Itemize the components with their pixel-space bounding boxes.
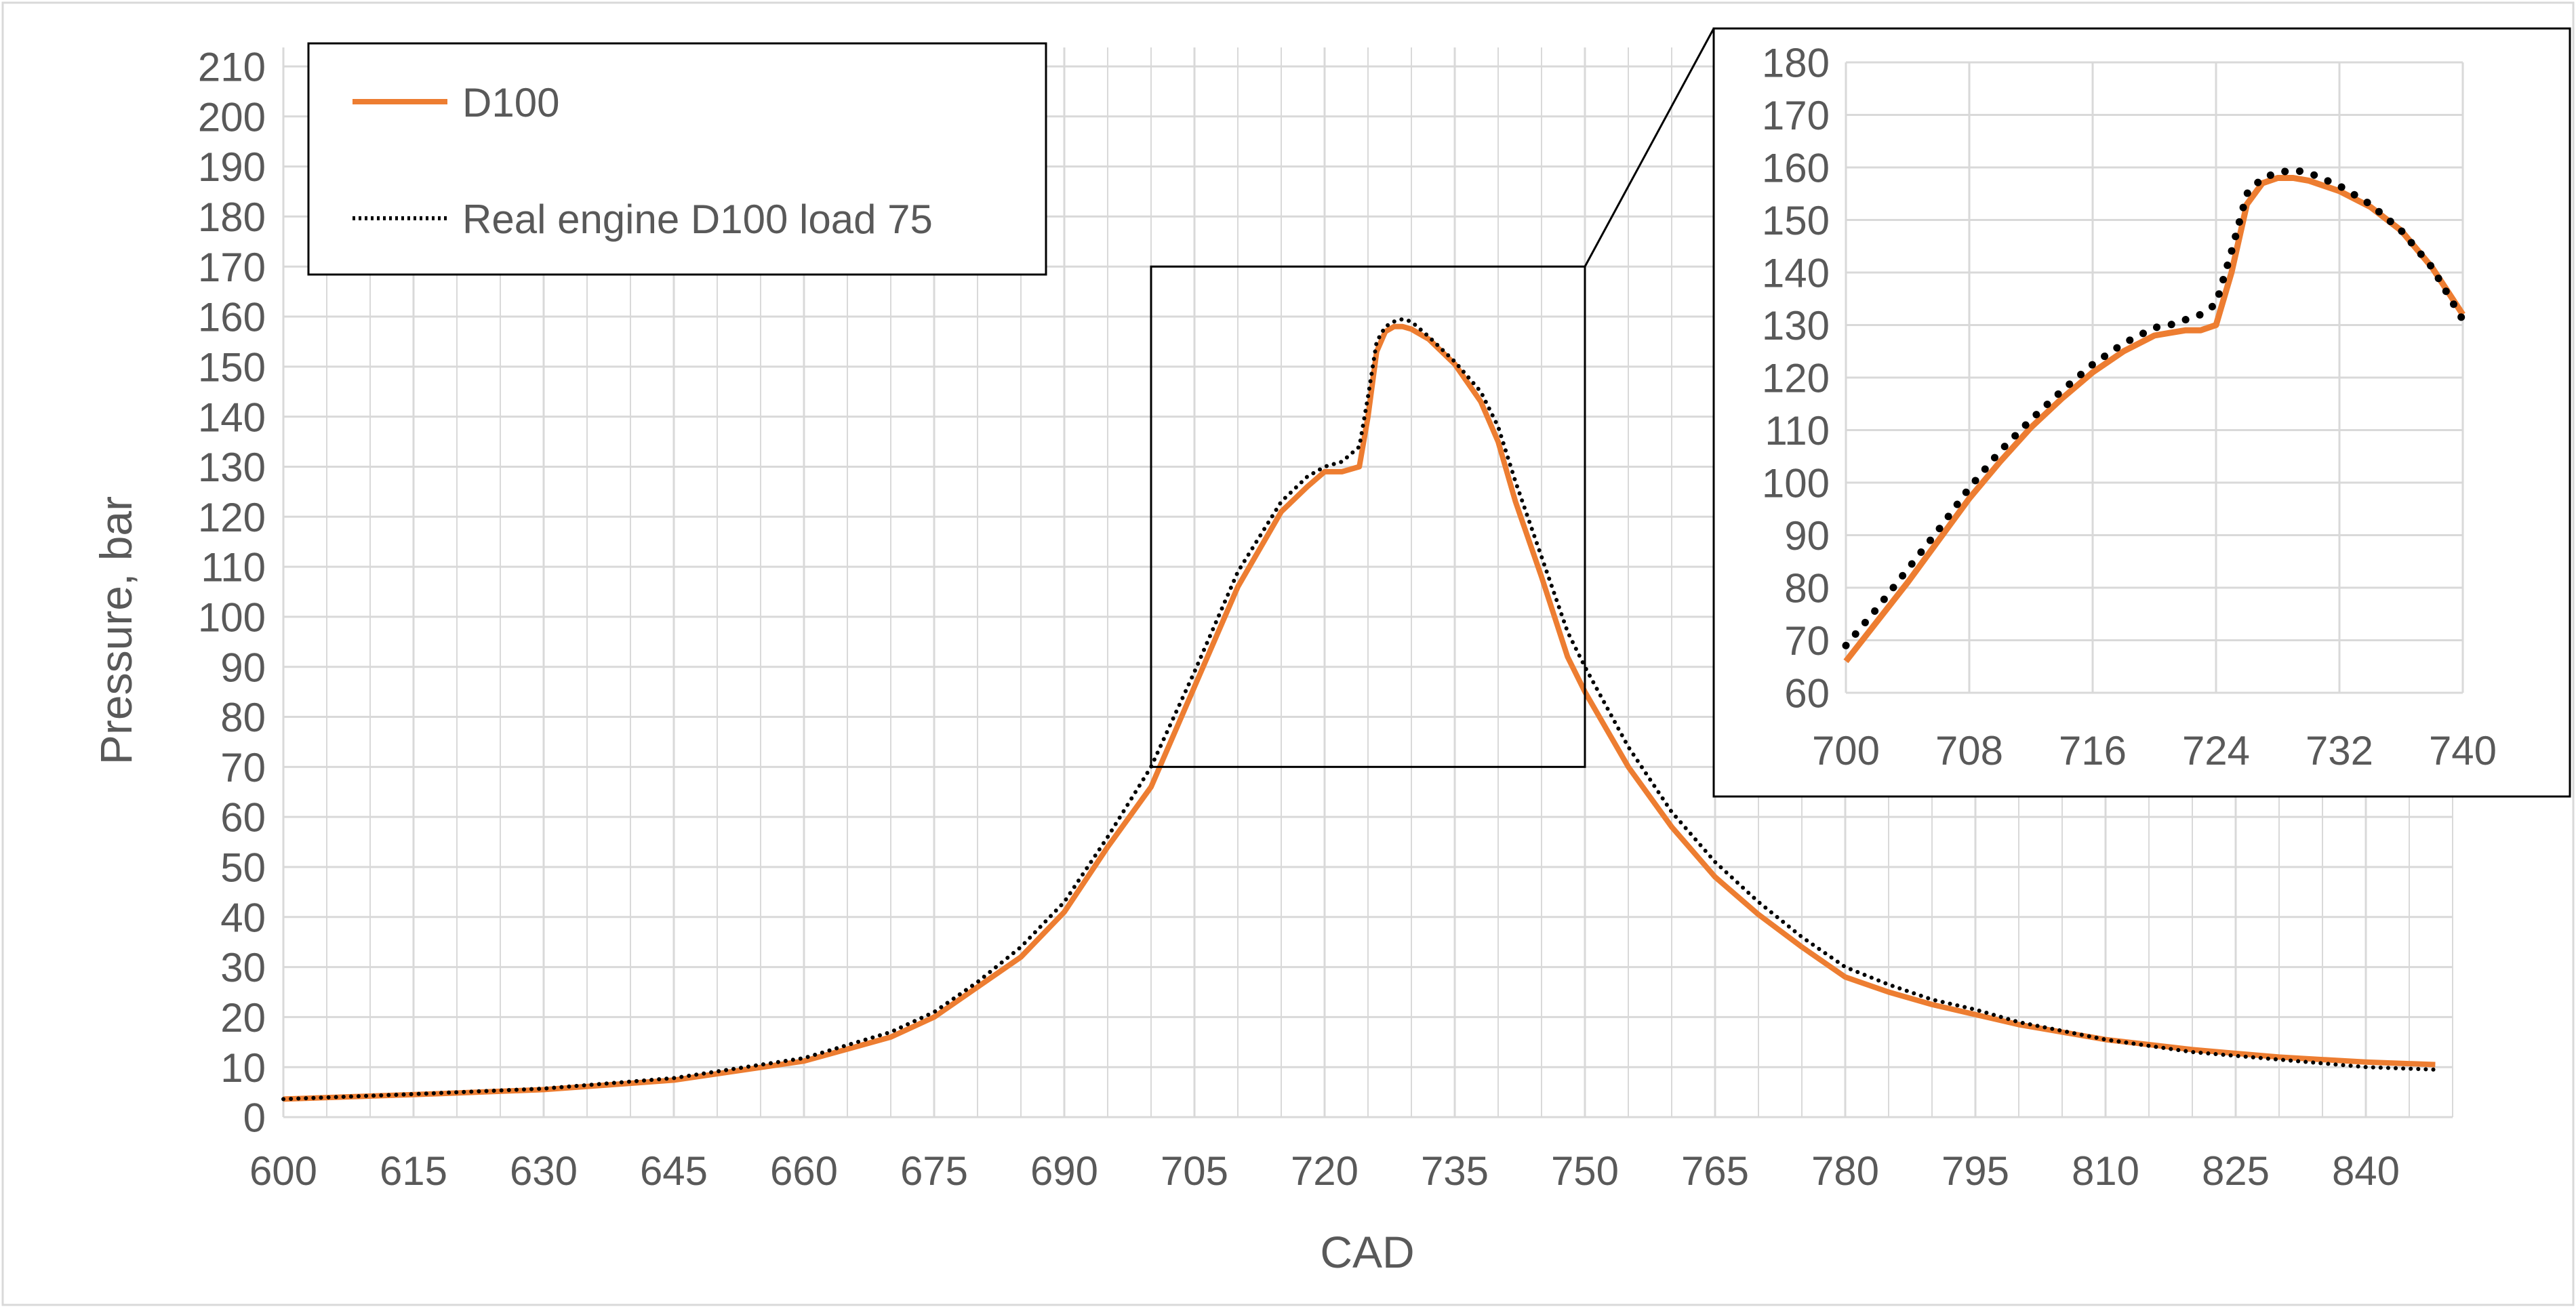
main-x-tick-label: 690 (1030, 1148, 1098, 1194)
main-y-tick-label: 140 (198, 395, 266, 440)
main-y-tick-label: 150 (198, 344, 266, 390)
main-y-tick-label: 170 (198, 245, 266, 290)
inset-y-tick-label: 170 (1762, 93, 1830, 138)
zoom-connector-line (1584, 28, 1715, 267)
main-series-real-engine (281, 317, 2438, 1102)
main-x-tick-label: 675 (900, 1148, 968, 1194)
inset-y-tick-label: 160 (1762, 146, 1830, 191)
inset-y-tick-label: 90 (1784, 513, 1830, 559)
inset-y-tick-label: 110 (1765, 408, 1830, 453)
inset-y-tick-label: 60 (1784, 671, 1830, 717)
main-y-tick-label: 120 (198, 495, 266, 540)
inset-grid (1845, 61, 2464, 694)
main-x-tick-label: 705 (1161, 1148, 1228, 1194)
inset-x-tick-label: 700 (1812, 728, 1880, 773)
main-y-tick-label: 90 (220, 645, 266, 690)
main-y-tick-label: 20 (220, 995, 266, 1041)
legend-label-d100: D100 (462, 80, 559, 125)
legend-label-real-engine: Real engine D100 load 75 (462, 197, 933, 242)
inset-y-tick-label: 120 (1762, 356, 1830, 401)
inset-y-tick-label: 70 (1784, 618, 1830, 664)
main-y-tick-label: 100 (198, 595, 266, 641)
main-y-tick-label: 60 (220, 795, 266, 841)
inset-y-tick-label: 180 (1762, 41, 1830, 86)
main-y-tick-label: 70 (220, 745, 266, 790)
main-series (281, 317, 2438, 1102)
main-x-tick-label: 780 (1811, 1148, 1879, 1194)
main-x-tick-label: 600 (249, 1148, 317, 1194)
main-x-tick-label: 630 (510, 1148, 578, 1194)
inset-x-tick-label: 732 (2306, 728, 2373, 773)
inset-box (1712, 27, 2571, 798)
legend: D100 Real engine D100 load 75 (307, 42, 1047, 276)
inset-series (1842, 166, 2467, 664)
main-y-tick-label: 200 (198, 94, 266, 140)
inset-x-tick-label: 724 (2182, 728, 2250, 773)
inset-y-tick-label: 150 (1762, 198, 1830, 243)
main-x-tick-label: 645 (640, 1148, 708, 1194)
inset-series-real-engine (1842, 166, 2467, 649)
main-x-tick-label: 660 (770, 1148, 838, 1194)
inset-x-tick-label: 740 (2429, 728, 2497, 773)
main-y-tick-label: 0 (243, 1095, 266, 1141)
main-x-tick-label: 750 (1551, 1148, 1619, 1194)
main-x-tick-label: 615 (380, 1148, 447, 1194)
main-y-tick-label: 210 (198, 45, 266, 90)
main-axes: 0102030405060708090100110120130140150160… (198, 45, 2453, 1194)
inset-chart: 60 70 80 90 100 110 120 130 140 150 160 170 180 700 70… (1712, 27, 2571, 798)
main-x-tick-label: 765 (1681, 1148, 1749, 1194)
x-axis-title: CAD (1320, 1227, 1414, 1277)
main-y-tick-label: 160 (198, 295, 266, 340)
main-y-tick-label: 180 (198, 195, 266, 240)
main-y-tick-label: 190 (198, 144, 266, 190)
main-y-tick-label: 50 (220, 845, 266, 891)
inset-axes: 60 70 80 90 100 110 120 130 140 150 160 170 180 700 70… (1762, 41, 2497, 773)
main-y-tick-label: 40 (220, 895, 266, 940)
main-x-tick-label: 825 (2202, 1148, 2270, 1194)
inset-y-tick-label: 140 (1762, 251, 1830, 296)
zoom-region-box (1150, 265, 1586, 768)
main-x-tick-label: 720 (1291, 1148, 1359, 1194)
inset-x-tick-label: 708 (1935, 728, 2003, 773)
main-y-tick-label: 110 (201, 545, 266, 590)
main-y-tick-label: 80 (220, 695, 266, 740)
inset-x-tick-label: 716 (2059, 728, 2127, 773)
inset-y-tick-label: 100 (1762, 461, 1830, 506)
main-x-tick-label: 810 (2072, 1148, 2139, 1194)
main-x-tick-label: 735 (1421, 1148, 1489, 1194)
legend-box (307, 42, 1047, 276)
main-y-tick-label: 30 (220, 945, 266, 990)
main-series-d100 (283, 323, 2436, 1102)
inset-y-tick-label: 80 (1784, 566, 1830, 611)
y-axis-title: Pressure, bar (91, 496, 141, 765)
main-y-tick-label: 130 (198, 445, 266, 490)
main-x-tick-label: 840 (2332, 1148, 2400, 1194)
main-x-tick-label: 795 (1941, 1148, 2009, 1194)
inset-y-tick-label: 130 (1762, 303, 1830, 348)
inset-series-d100 (1843, 175, 2466, 664)
main-y-tick-label: 10 (220, 1045, 266, 1091)
